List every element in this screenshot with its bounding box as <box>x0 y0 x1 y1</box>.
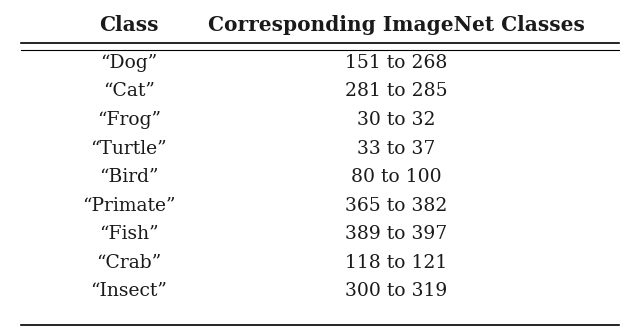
Text: 30 to 32: 30 to 32 <box>357 111 436 129</box>
Text: “Turtle”: “Turtle” <box>90 140 167 157</box>
Text: 300 to 319: 300 to 319 <box>346 282 447 300</box>
Text: Corresponding ImageNet Classes: Corresponding ImageNet Classes <box>208 15 585 35</box>
Text: 80 to 100: 80 to 100 <box>351 168 442 186</box>
Text: 389 to 397: 389 to 397 <box>346 225 447 243</box>
Text: 33 to 37: 33 to 37 <box>357 140 436 157</box>
Text: “Primate”: “Primate” <box>82 197 175 215</box>
Text: “Fish”: “Fish” <box>99 225 159 243</box>
Text: “Crab”: “Crab” <box>96 254 161 272</box>
Text: “Frog”: “Frog” <box>97 111 161 129</box>
Text: 281 to 285: 281 to 285 <box>345 82 448 100</box>
Text: “Dog”: “Dog” <box>100 54 157 72</box>
Text: “Cat”: “Cat” <box>103 82 155 100</box>
Text: 365 to 382: 365 to 382 <box>345 197 447 215</box>
Text: 118 to 121: 118 to 121 <box>346 254 447 272</box>
Text: 151 to 268: 151 to 268 <box>345 54 447 72</box>
Text: “Bird”: “Bird” <box>99 168 159 186</box>
Text: “Insect”: “Insect” <box>90 282 167 300</box>
Text: Class: Class <box>99 15 159 35</box>
